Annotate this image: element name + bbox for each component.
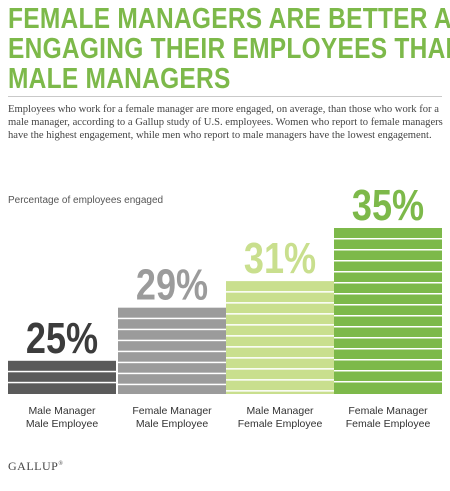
category-label-4-line-1: Female Manager bbox=[348, 405, 428, 417]
title-line-1: FEMALE MANAGERS ARE BETTER AT bbox=[8, 3, 450, 35]
bar-4 bbox=[334, 228, 442, 394]
registered-mark: ® bbox=[58, 461, 64, 467]
bar-3-stripe bbox=[226, 291, 334, 293]
bar-3 bbox=[226, 281, 334, 394]
bar-4-stripe bbox=[334, 381, 442, 383]
category-label-2-line-2: Male Employee bbox=[136, 418, 209, 430]
bar-2-stripe bbox=[118, 339, 226, 342]
y-axis-label: Percentage of employees engaged bbox=[8, 195, 164, 206]
bar-4-stripe bbox=[334, 359, 442, 361]
description: Employees who work for a female manager … bbox=[8, 104, 443, 141]
category-label-1-line-1: Male Manager bbox=[28, 405, 96, 417]
title-line-2: ENGAGING THEIR EMPLOYEES THAN bbox=[8, 33, 450, 65]
gallup-logo: GALLUP® bbox=[8, 459, 63, 474]
bar-4-stripe bbox=[334, 249, 442, 251]
category-label-2-line-1: Female Manager bbox=[132, 405, 212, 417]
bar-2-stripe bbox=[118, 383, 226, 386]
bar-3-stripe bbox=[226, 324, 334, 326]
value-label-4: 35% bbox=[352, 181, 424, 230]
bar-4-stripe bbox=[334, 315, 442, 317]
bar-4-stripe bbox=[334, 260, 442, 262]
bar-3-stripe bbox=[226, 390, 334, 392]
category-label-3-line-2: Female Employee bbox=[238, 418, 323, 430]
title-line-3: MALE MANAGERS bbox=[8, 63, 231, 95]
bar-2-stripe bbox=[118, 317, 226, 320]
bar-2-stripe bbox=[118, 350, 226, 353]
bar-4-stripe bbox=[334, 326, 442, 328]
bar-2-stripe bbox=[118, 328, 226, 331]
value-label-1: 25% bbox=[26, 313, 98, 362]
bar-4-stripe bbox=[334, 293, 442, 295]
bar-4-stripe bbox=[334, 282, 442, 284]
bar-3-stripe bbox=[226, 379, 334, 381]
bar-1-stripe bbox=[8, 381, 116, 384]
value-label-3: 31% bbox=[244, 234, 316, 283]
bar-3-stripe bbox=[226, 357, 334, 359]
chart-title: FEMALE MANAGERS ARE BETTER AT ENGAGING T… bbox=[8, 4, 450, 94]
bar-4-stripe bbox=[334, 304, 442, 306]
bar-2-stripe bbox=[118, 361, 226, 364]
bar-3-stripe bbox=[226, 368, 334, 370]
bar-1 bbox=[8, 360, 116, 394]
category-label-3-line-1: Male Manager bbox=[246, 405, 314, 417]
bar-3-stripe bbox=[226, 302, 334, 304]
bar-4-stripe bbox=[334, 337, 442, 339]
logo-text: GALLUP bbox=[8, 459, 59, 473]
divider bbox=[8, 96, 442, 97]
category-label-4-line-2: Female Employee bbox=[346, 418, 431, 430]
bar-2-stripe bbox=[118, 372, 226, 375]
bar-4-stripe bbox=[334, 271, 442, 273]
bar-4-stripe bbox=[334, 370, 442, 372]
bar-4-stripe bbox=[334, 348, 442, 350]
category-label-1-line-2: Male Employee bbox=[26, 418, 99, 430]
bar-1-stripe bbox=[8, 370, 116, 373]
bar-3-stripe bbox=[226, 335, 334, 337]
bar-4-stripe bbox=[334, 238, 442, 240]
bar-3-stripe bbox=[226, 346, 334, 348]
value-label-2: 29% bbox=[136, 260, 208, 309]
bar-3-stripe bbox=[226, 313, 334, 315]
